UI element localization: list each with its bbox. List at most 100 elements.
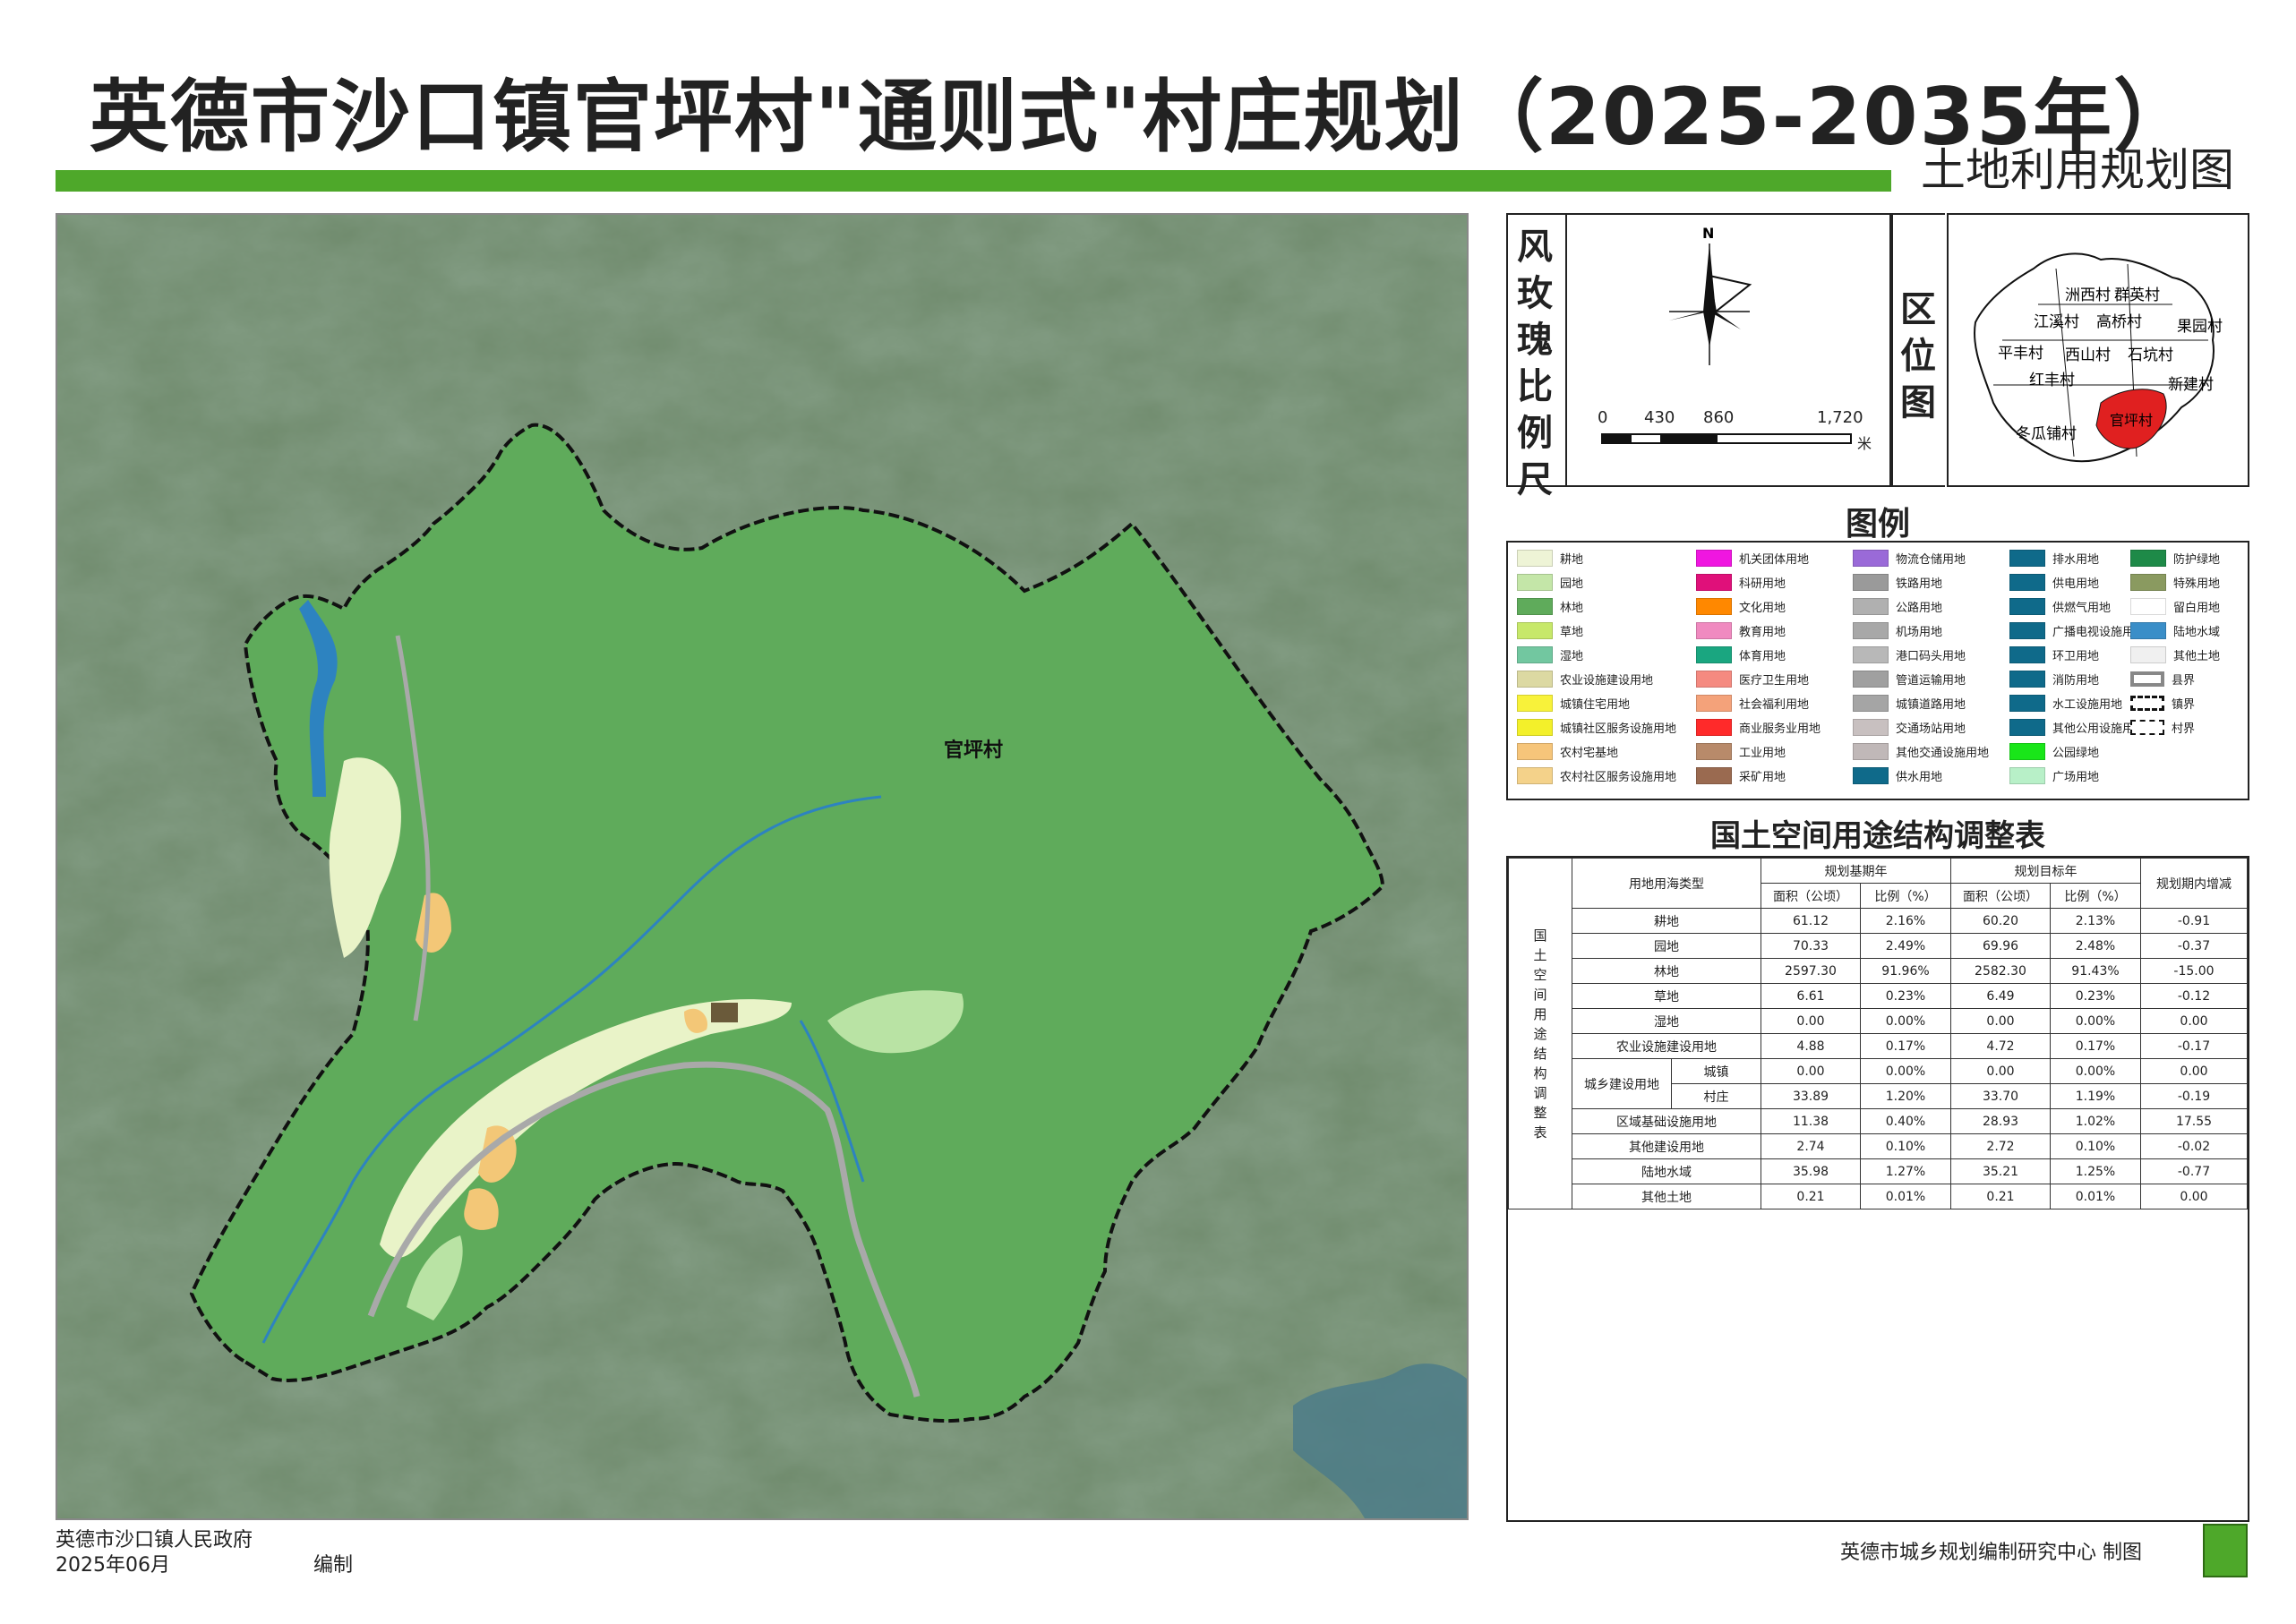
footer-drawn-by: 英德市城乡规划编制研究中心 制图 bbox=[1840, 1542, 2142, 1564]
location-label-box: 区位图 bbox=[1891, 213, 1945, 487]
land-use-table: 国土空间用途结构调整表用地用海类型 规划基期年 规划目标年 规划期内增减 面积（公顷）比… bbox=[1508, 858, 2248, 1209]
legend-item: 园地 bbox=[1517, 574, 1583, 591]
footer-date: 2025年06月 bbox=[56, 1554, 170, 1577]
legend-item: 医疗卫生用地 bbox=[1696, 671, 1809, 688]
legend-item: 供燃气用地 bbox=[2009, 598, 2111, 615]
legend-swatch bbox=[2130, 622, 2166, 639]
legend-swatch bbox=[1696, 671, 1732, 688]
legend-item: 机场用地 bbox=[1853, 622, 1942, 639]
homestead bbox=[684, 1008, 707, 1033]
loc-village-label: 果园村 bbox=[2177, 318, 2223, 336]
legend-item: 广播电视设施用地 bbox=[2009, 622, 2146, 639]
legend-swatch bbox=[1517, 646, 1553, 663]
homestead bbox=[464, 1188, 499, 1230]
legend-swatch bbox=[1853, 622, 1889, 639]
table-row: 湿地 0.00 0.00% 0.00 0.00% 0.00 bbox=[1509, 1008, 2248, 1034]
loc-village-label: 江溪村 bbox=[2034, 313, 2079, 331]
legend-item: 草地 bbox=[1517, 622, 1583, 639]
legend-swatch bbox=[2130, 574, 2166, 591]
loc-village-label: 石坑村 bbox=[2128, 346, 2173, 364]
legend-item: 林地 bbox=[1517, 598, 1583, 615]
legend-swatch bbox=[2130, 646, 2166, 663]
legend-swatch bbox=[1696, 695, 1732, 712]
legend-swatch bbox=[1696, 622, 1732, 639]
legend-item: 公路用地 bbox=[1853, 598, 1942, 615]
location-map: 洲西村 群英村 江溪村 高桥村 果园村 平丰村 西山村 石坑村 红丰村 新建村 … bbox=[1947, 213, 2249, 487]
north-arrow-icon: N bbox=[1669, 225, 1752, 365]
legend-swatch bbox=[1853, 646, 1889, 663]
legend-item: 物流仓储用地 bbox=[1853, 550, 1966, 567]
legend-item: 其他公用设施用地 bbox=[2009, 719, 2146, 736]
legend-swatch bbox=[2130, 550, 2166, 567]
legend-item: 农业设施建设用地 bbox=[1517, 671, 1653, 688]
legend-swatch bbox=[2009, 671, 2045, 688]
legend-item: 其他交通设施用地 bbox=[1853, 743, 1989, 760]
legend-swatch bbox=[2009, 767, 2045, 784]
scale-tick-860: 860 bbox=[1703, 408, 1735, 427]
legend-item: 商业服务业用地 bbox=[1696, 719, 1821, 736]
legend-item: 体育用地 bbox=[1696, 646, 1786, 663]
legend-item: 教育用地 bbox=[1696, 622, 1786, 639]
agri-facility bbox=[711, 1003, 738, 1022]
legend-swatch bbox=[2009, 598, 2045, 615]
legend-item: 耕地 bbox=[1517, 550, 1583, 567]
river bbox=[261, 795, 882, 1344]
legend-swatch bbox=[1853, 695, 1889, 712]
legend-item: 工业用地 bbox=[1696, 743, 1786, 760]
legend-swatch bbox=[1696, 574, 1732, 591]
legend-swatch bbox=[1853, 598, 1889, 615]
table-row: 其他土地 0.21 0.01% 0.21 0.01% 0.00 bbox=[1509, 1184, 2248, 1209]
legend-item: 留白用地 bbox=[2130, 598, 2220, 615]
legend-swatch bbox=[2009, 743, 2045, 760]
loc-village-label: 平丰村 bbox=[1998, 345, 2043, 363]
legend-swatch bbox=[1517, 598, 1553, 615]
table-row: 园地 70.33 2.49% 69.96 2.48% -0.37 bbox=[1509, 933, 2248, 959]
scale-tick-1720: 1,720 bbox=[1817, 408, 1863, 427]
legend-swatch bbox=[1696, 550, 1732, 567]
water-body bbox=[299, 600, 338, 797]
table-row: 陆地水域 35.98 1.27% 35.21 1.25% -0.77 bbox=[1509, 1158, 2248, 1184]
loc-village-label: 群英村 bbox=[2114, 286, 2160, 304]
legend-swatch bbox=[1517, 743, 1553, 760]
footer-compiled: 编制 bbox=[313, 1554, 354, 1577]
table-title: 国土空间用途结构调整表 bbox=[1710, 818, 2045, 854]
footer-government: 英德市沙口镇人民政府 bbox=[56, 1529, 253, 1551]
legend-swatch bbox=[1517, 574, 1553, 591]
loc-village-label: 红丰村 bbox=[2029, 372, 2075, 389]
legend-item: 消防用地 bbox=[2009, 671, 2099, 688]
loc-village-label: 新建村 bbox=[2168, 376, 2214, 394]
legend-item: 城镇社区服务设施用地 bbox=[1517, 719, 1676, 736]
legend-swatch bbox=[1517, 550, 1553, 567]
village-label: 官坪村 bbox=[944, 739, 1003, 762]
legend-item: 县界 bbox=[2130, 671, 2195, 688]
garden-patch bbox=[827, 990, 964, 1054]
panel-divider bbox=[1565, 215, 1567, 485]
main-road bbox=[367, 1061, 921, 1397]
legend-swatch bbox=[1853, 767, 1889, 784]
legend-swatch bbox=[2130, 696, 2164, 711]
land-use-table-box: 国土空间用途结构调整表用地用海类型 规划基期年 规划目标年 规划期内增减 面积（公顷）比… bbox=[1506, 856, 2249, 1522]
legend-item: 村界 bbox=[2130, 719, 2195, 736]
legend-swatch bbox=[2009, 646, 2045, 663]
legend-swatch bbox=[1517, 719, 1553, 736]
land-use-map[interactable]: 官坪村 bbox=[56, 213, 1469, 1520]
loc-village-label: 洲西村 bbox=[2065, 286, 2111, 304]
table-row: 草地 6.61 0.23% 6.49 0.23% -0.12 bbox=[1509, 983, 2248, 1009]
legend-swatch bbox=[2009, 719, 2045, 736]
legend-item: 文化用地 bbox=[1696, 598, 1786, 615]
wind-rose-scale-panel: 风玫瑰比例尺 N 0 430 860 1,720 米 bbox=[1506, 213, 1891, 500]
legend-item: 湿地 bbox=[1517, 646, 1583, 663]
legend-item: 环卫用地 bbox=[2009, 646, 2099, 663]
legend-swatch bbox=[1853, 550, 1889, 567]
garden-patch bbox=[407, 1235, 463, 1321]
map-subtitle: 土地利用规划图 bbox=[1921, 144, 2234, 196]
river bbox=[799, 1020, 865, 1183]
loc-village-label: 冬瓜铺村 bbox=[2016, 425, 2077, 443]
legend-item: 农村宅基地 bbox=[1517, 743, 1618, 760]
legend-item: 水工设施用地 bbox=[2009, 695, 2122, 712]
loc-village-label: 官坪村 bbox=[2110, 412, 2153, 429]
legend-swatch bbox=[1696, 646, 1732, 663]
legend-swatch bbox=[2009, 695, 2045, 712]
legend-title: 图例 bbox=[1845, 506, 1910, 543]
legend-swatch bbox=[2009, 550, 2045, 567]
